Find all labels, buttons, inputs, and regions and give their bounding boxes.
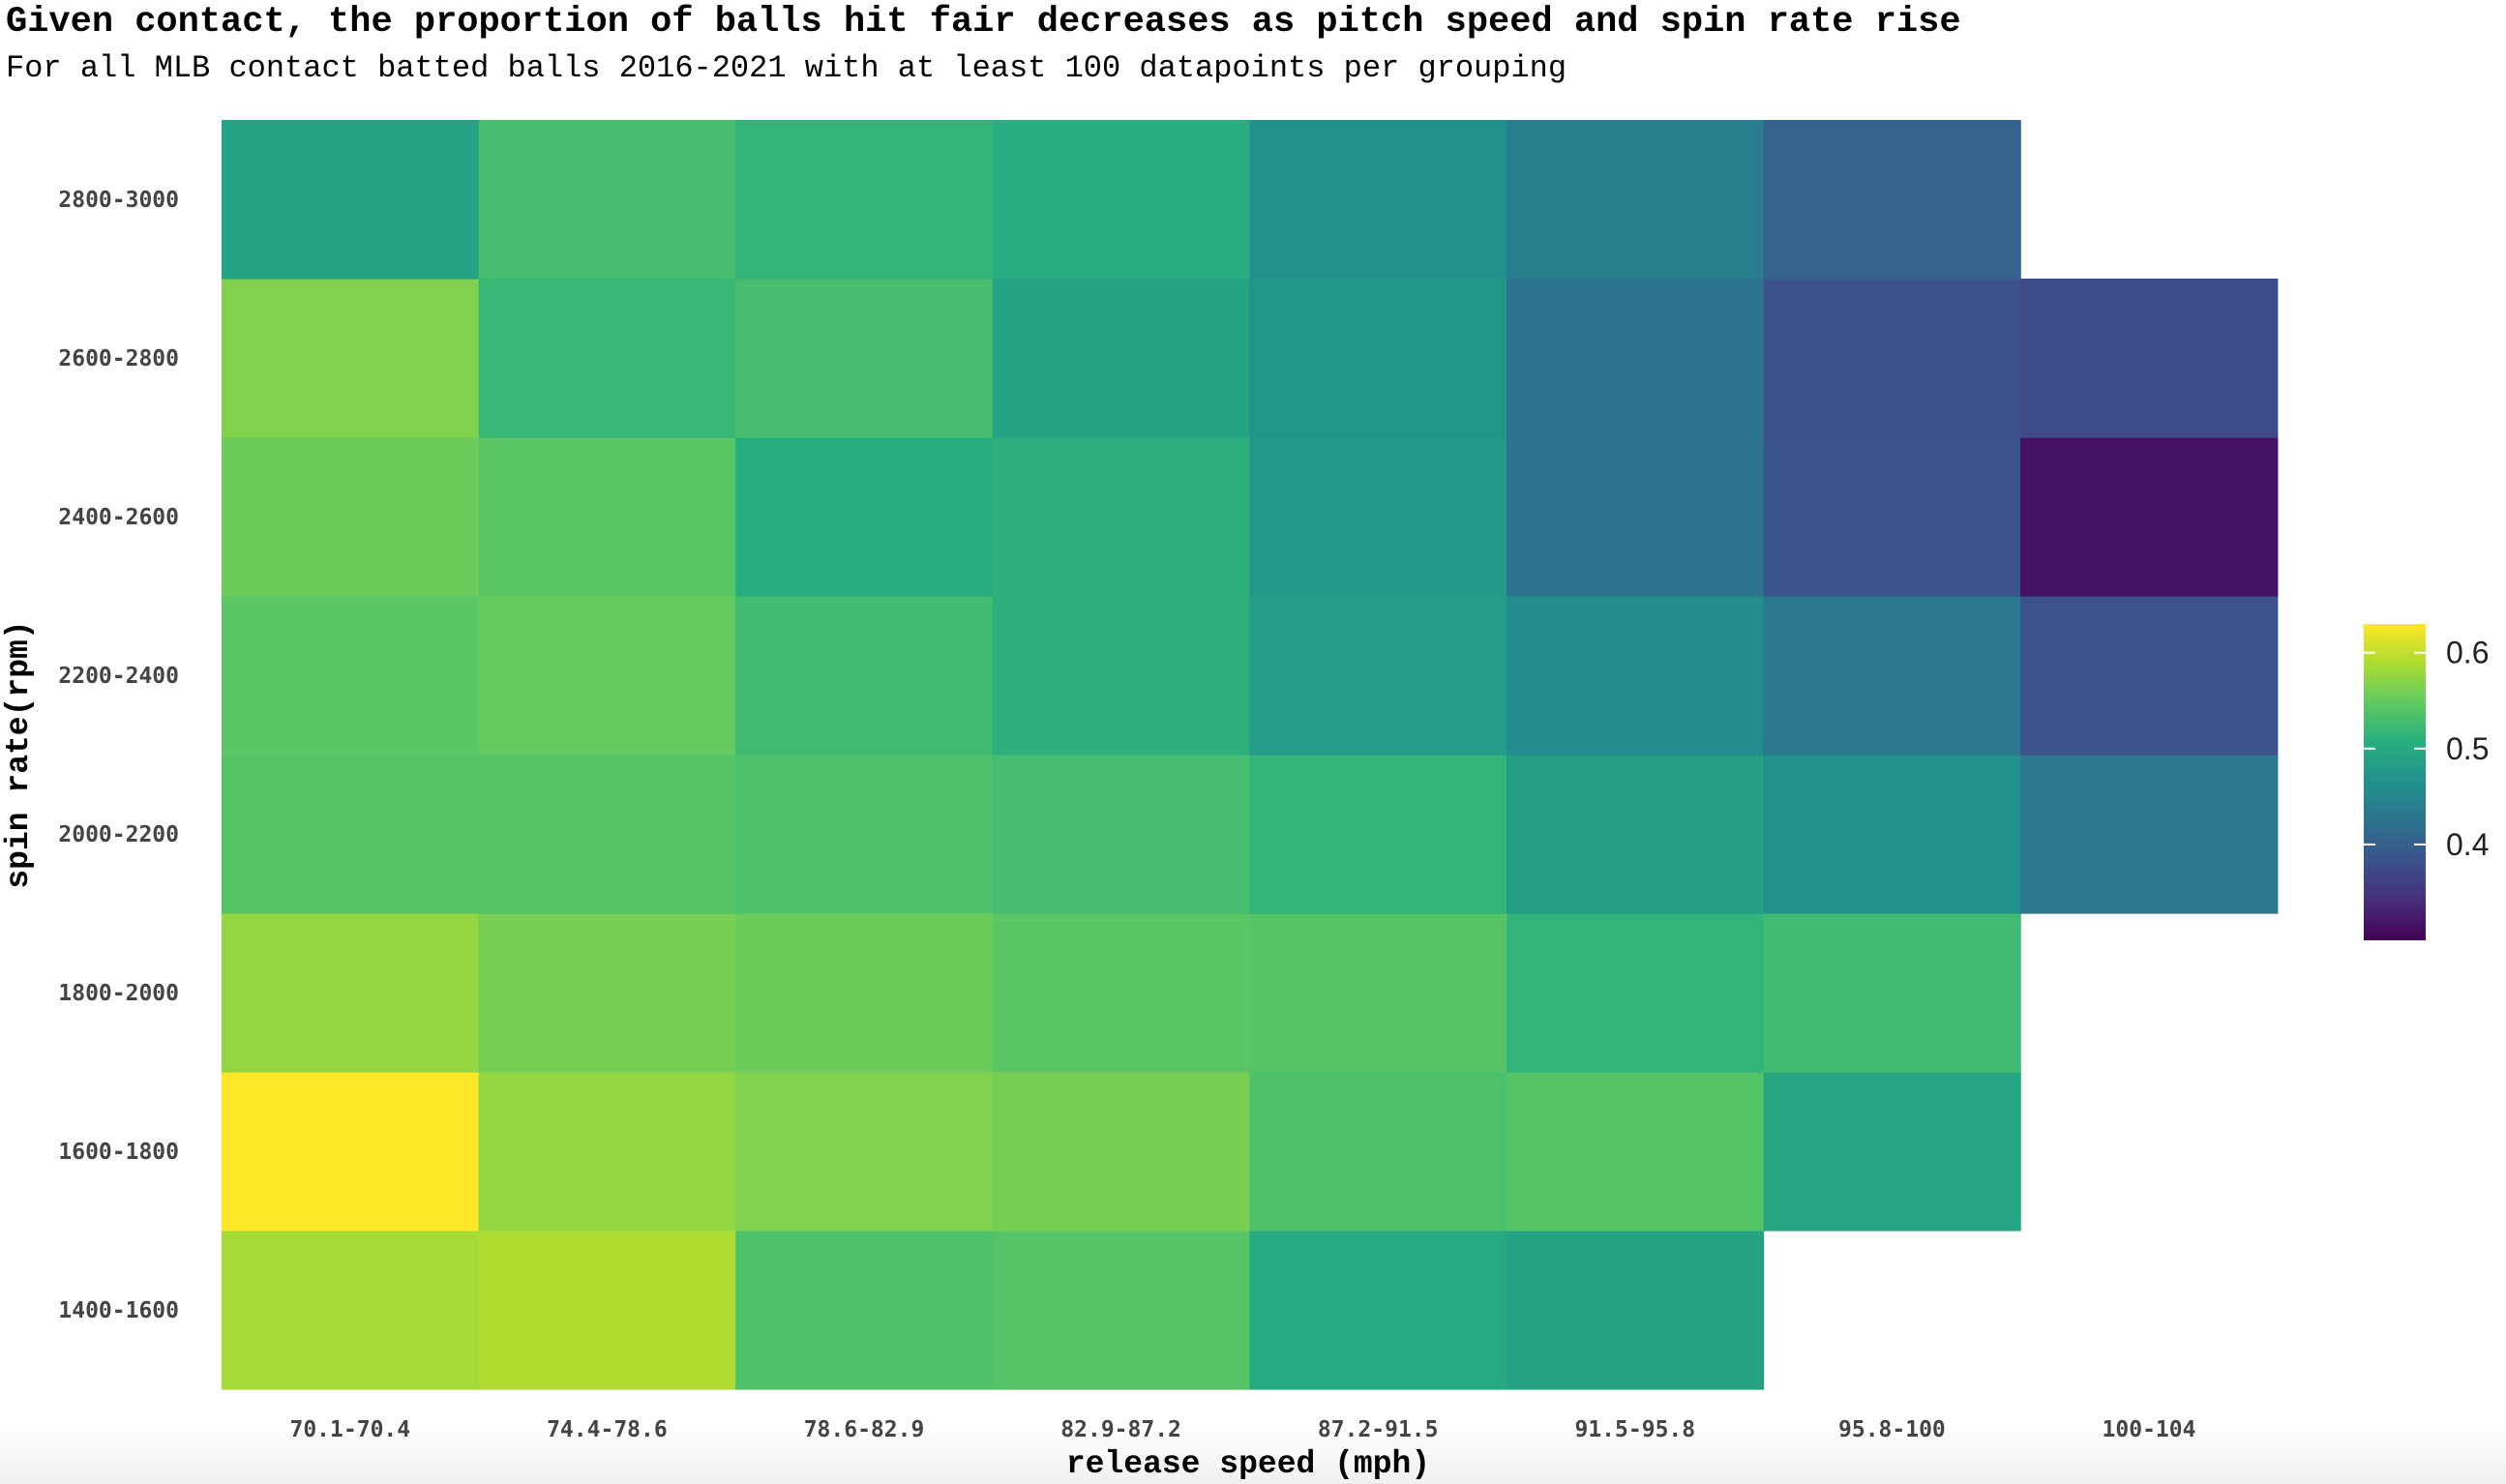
heatmap-cell [735,596,994,756]
heatmap-cell [478,1231,736,1390]
legend-tick-label: 0.6 [2446,636,2489,670]
heatmap-cells [222,120,2279,1390]
heatmap-cell [1507,1231,1765,1390]
heatmap-cell [735,437,994,597]
heatmap-cell [735,279,994,438]
heatmap-cell [1249,1072,1507,1232]
heatmap-cell [1249,913,1507,1073]
x-tick-label: 82.9-87.2 [1060,1417,1181,1442]
x-tick-label: 95.8-100 [1838,1417,1946,1442]
heatmap-cell [1249,279,1507,438]
color-legend: 0.6 0.5 0.4 [2364,624,2489,940]
heatmap-cell [478,437,736,597]
heatmap-cell [735,120,994,280]
heatmap-cell [1507,596,1765,756]
y-tick-label: 2000-2200 [58,822,179,847]
heatmap-cell [478,279,736,438]
heatmap-cell [1507,1072,1765,1232]
heatmap-cell [1763,596,2021,756]
y-tick-label: 2800-3000 [58,188,179,213]
heatmap-cell [222,437,480,597]
heatmap-cell [222,913,480,1073]
heatmap-cell [1507,437,1765,597]
heatmap-cell [1763,755,2021,914]
heatmap-cell [1763,913,2021,1073]
heatmap-cell [1507,755,1765,914]
heatmap-cell [222,120,480,280]
y-tick-label: 2200-2400 [58,664,179,689]
x-tick-label: 91.5-95.8 [1574,1417,1695,1442]
heatmap-cell [222,279,480,438]
heatmap-cell [735,755,994,914]
y-tick-label: 1600-1800 [58,1140,179,1165]
heatmap-cell [222,596,480,756]
heatmap-cell [1507,913,1765,1073]
chart-subtitle: For all MLB contact batted balls 2016-20… [6,50,1567,86]
heatmap-cell [992,279,1250,438]
heatmap-cell [478,596,736,756]
heatmap-cell [1249,596,1507,756]
heatmap-cell [735,1231,994,1390]
x-tick-label: 70.1-70.4 [289,1417,410,1442]
legend-ticks: 0.6 0.5 0.4 [2364,636,2489,862]
heatmap-cell [992,120,1250,280]
heatmap-cell [992,1072,1250,1232]
heatmap-cell [992,913,1250,1073]
heatmap-cell [2020,279,2279,438]
chart-title: Given contact, the proportion of balls h… [6,2,1961,43]
heatmap-cell [478,1072,736,1232]
heatmap-cell [1763,1072,2021,1232]
y-tick-label: 2400-2600 [58,505,179,530]
x-tick-label: 74.4-78.6 [547,1417,668,1442]
heatmap-cell [735,1072,994,1232]
heatmap-cell [1763,279,2021,438]
heatmap-cell [2020,755,2279,914]
legend-tick-label: 0.5 [2446,731,2489,766]
heatmap-cell [1763,120,2021,280]
heatmap-cell [992,437,1250,597]
heatmap-cell [1249,120,1507,280]
x-tick-label: 87.2-91.5 [1318,1417,1439,1442]
heatmap-cell [478,913,736,1073]
legend-tick-label: 0.4 [2446,827,2489,862]
heatmap-cell [2020,437,2279,597]
y-axis-title: spin rate(rpm) [1,620,37,888]
y-tick-label: 2600-2800 [58,346,179,371]
legend-colorbar [2364,624,2426,940]
heatmap-cell [478,120,736,280]
y-tick-label: 1400-1600 [58,1298,179,1323]
heatmap-cell [1249,755,1507,914]
heatmap-cell [1249,1231,1507,1390]
heatmap-cell [992,755,1250,914]
heatmap-cell [1763,437,2021,597]
heatmap-cell [992,1231,1250,1390]
heatmap-cell [222,1072,480,1232]
heatmap-cell [222,1231,480,1390]
y-tick-label: 1800-2000 [58,981,179,1006]
x-tick-label: 100-104 [2103,1417,2196,1442]
heatmap-cell [2020,596,2279,756]
heatmap-cell [992,596,1250,756]
heatmap-cell [1507,279,1765,438]
heatmap-cell [1249,437,1507,597]
heatmap-cell [735,913,994,1073]
y-axis-tick-labels: 1400-1600 1600-1800 1800-2000 2000-2200 2200… [58,188,179,1323]
heatmap-cell [478,755,736,914]
x-tick-label: 78.6-82.9 [804,1417,925,1442]
heatmap-cell [222,755,480,914]
x-axis-tick-labels: 70.1-70.4 74.4-78.6 78.6-82.9 82.9-87.2 87.2… [289,1417,2195,1442]
heatmap-cell [1507,120,1765,280]
x-axis-title: release speed (mph) [1066,1446,1430,1482]
